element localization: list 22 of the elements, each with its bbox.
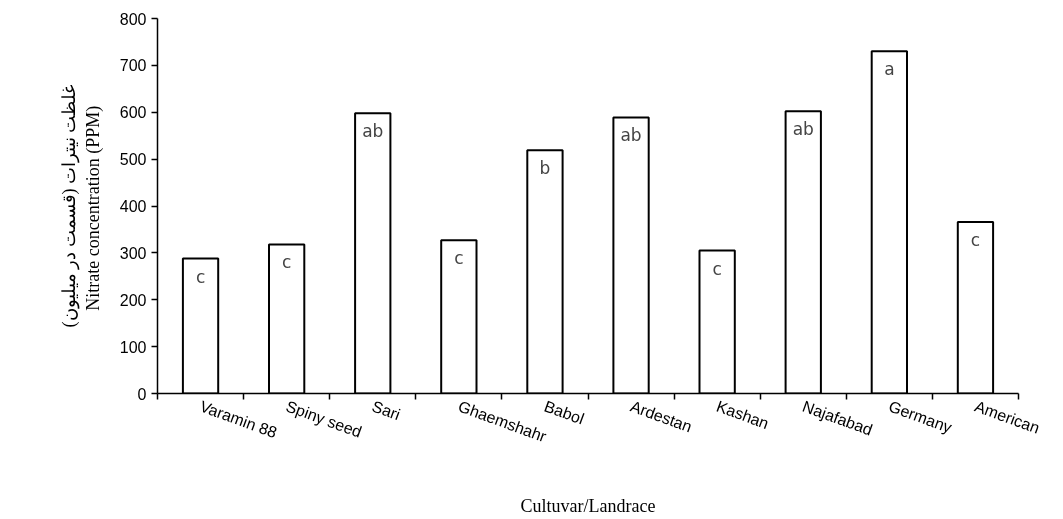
- x-tick-label: Sari: [369, 397, 403, 424]
- annotation: ab: [792, 119, 814, 140]
- annotation: a: [884, 59, 895, 80]
- x-axis-title: Cultuvar/Landrace: [520, 496, 656, 517]
- annotation: c: [970, 229, 981, 250]
- annotation: c: [281, 252, 292, 273]
- y-tick-label: 200: [119, 291, 147, 309]
- y-tick-label: 300: [119, 244, 147, 262]
- annotation: ab: [620, 125, 642, 146]
- y-tick-label: 800: [119, 10, 147, 28]
- y-tick-label: 0: [137, 385, 147, 403]
- y-tick-label: 400: [119, 198, 147, 215]
- annotation: ab: [362, 121, 384, 142]
- y-tick-label: 600: [119, 104, 147, 122]
- x-tick-label: Spiny seed: [283, 397, 364, 441]
- annotation: c: [195, 266, 206, 287]
- annotation: c: [712, 258, 722, 279]
- annotation: c: [454, 248, 464, 269]
- annotation: b: [539, 158, 551, 179]
- y-tick-label: 500: [119, 151, 147, 169]
- y-tick-label: 700: [119, 57, 147, 75]
- y-tick-label: 100: [119, 338, 147, 356]
